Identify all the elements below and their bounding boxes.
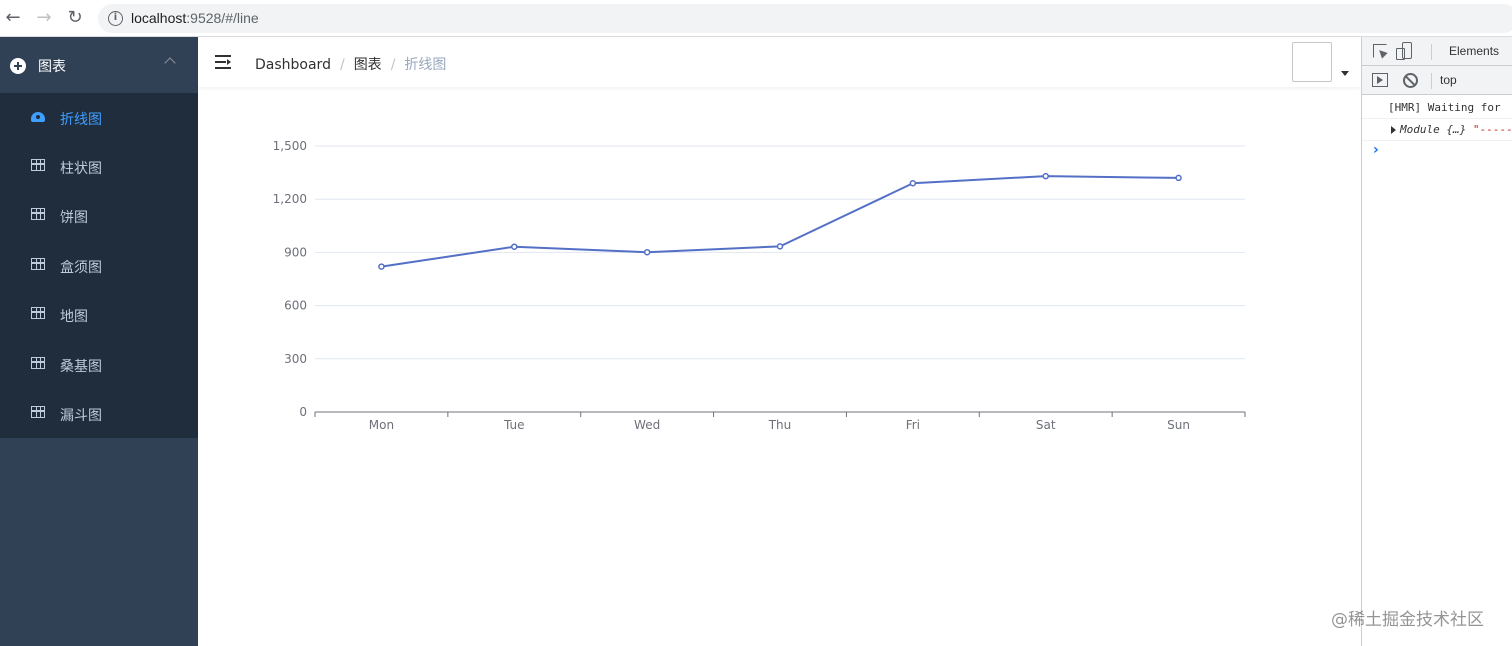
x-tick-label: Tue (503, 418, 525, 432)
table-icon (31, 307, 45, 319)
sidebar-item-funnel[interactable]: 漏斗图 (0, 389, 198, 439)
breadcrumb-item-current: 折线图 (404, 57, 447, 73)
device-toggle-icon[interactable] (1396, 42, 1412, 60)
address-bar[interactable]: i localhost:9528/#/line (98, 4, 1512, 33)
table-icon (31, 159, 45, 171)
line-chart: 0 300 600 900 1,200 1,500 Mon Tue Wed Thu Fri Sat Su… (273, 139, 1246, 432)
sidebar-item-line-chart[interactable]: 折线图 (0, 93, 198, 143)
data-point (1042, 172, 1049, 180)
sidebar-item-label: 折线图 (60, 112, 102, 128)
avatar[interactable] (1292, 42, 1332, 82)
sidebar-toggle-icon[interactable] (1372, 73, 1388, 87)
data-point (1175, 174, 1182, 182)
console-message-text: [HMR] Waiting for (1388, 101, 1501, 114)
browser-toolbar: ← → ↻ i localhost:9528/#/line (0, 0, 1512, 37)
y-tick-label: 0 (299, 405, 307, 419)
line-chart-container: 0 300 600 900 1,200 1,500 Mon Tue Wed Thu Fri Sat Su… (198, 87, 1361, 646)
chevron-up-icon (164, 57, 176, 69)
series-line (381, 175, 1179, 268)
table-icon (31, 208, 45, 220)
url-text[interactable]: localhost:9528/#/line (131, 10, 259, 26)
sidebar-item-label: 盒须图 (60, 260, 102, 276)
tab-elements[interactable]: Elements (1449, 44, 1500, 58)
data-point (511, 243, 518, 250)
console-prompt[interactable]: › (1373, 142, 1379, 158)
site-info-icon[interactable]: i (108, 11, 123, 26)
x-tick-label: Sun (1167, 418, 1190, 432)
sidebar-item-pie-chart[interactable]: 饼图 (0, 191, 198, 241)
back-arrow-icon[interactable]: ← (5, 7, 21, 28)
dashboard-icon (31, 112, 45, 122)
sidebar-item-label: 柱状图 (60, 161, 102, 177)
url-path: :9528/#/line (186, 10, 259, 26)
console-message[interactable]: Module {…} "----- (1362, 119, 1512, 141)
caret-down-icon[interactable] (1341, 71, 1349, 76)
breadcrumb: Dashboard / 图表 / 折线图 (255, 54, 446, 74)
sidebar-submenu: 折线图 柱状图 饼图 盒须图 地图 桑基图 漏斗图 (0, 93, 198, 438)
sidebar-menu-charts-label: 图表 (38, 59, 66, 75)
expand-triangle-icon[interactable] (1391, 126, 1396, 134)
data-point (776, 243, 784, 250)
data-point (378, 263, 385, 270)
data-point (643, 248, 651, 256)
console-message: [HMR] Waiting for (1362, 97, 1512, 119)
context-selector[interactable]: top (1440, 73, 1457, 87)
sidebar-item-boxplot[interactable]: 盒须图 (0, 241, 198, 291)
table-icon (31, 357, 45, 369)
sidebar-item-label: 地图 (60, 309, 88, 325)
y-tick-label: 600 (284, 299, 307, 313)
console-toolbar: top (1362, 66, 1512, 95)
console-object: Module {…} "----- (1400, 123, 1512, 136)
clear-console-icon[interactable] (1403, 73, 1418, 88)
table-icon (31, 406, 45, 418)
y-tick-label: 1,200 (273, 192, 307, 206)
hamburger-icon[interactable] (215, 55, 231, 69)
x-tick-label: Sat (1036, 418, 1056, 432)
sidebar-menu-charts[interactable]: 图表 (0, 37, 198, 93)
y-tick-label: 300 (284, 352, 307, 366)
sidebar-item-label: 漏斗图 (60, 408, 102, 424)
x-tick-label: Wed (634, 418, 660, 432)
data-point (909, 179, 917, 187)
breadcrumb-item-charts[interactable]: 图表 (353, 57, 382, 73)
sidebar-item-bar-chart[interactable]: 柱状图 (0, 142, 198, 192)
y-tick-label: 1,500 (273, 139, 307, 153)
inspect-element-icon[interactable] (1373, 44, 1387, 58)
table-icon (31, 258, 45, 270)
navbar: Dashboard / 图表 / 折线图 (198, 37, 1361, 87)
breadcrumb-separator: / (390, 57, 396, 73)
devtools-toolbar: Elements (1362, 37, 1512, 66)
y-tick-label: 900 (284, 245, 307, 259)
url-host: localhost (131, 10, 187, 26)
x-tick-label: Mon (369, 418, 394, 432)
sidebar-item-label: 桑基图 (60, 359, 102, 375)
console-string: "----- (1466, 123, 1512, 136)
sidebar: 图表 折线图 柱状图 饼图 盒须图 地图 桑基图 漏斗图 (0, 37, 198, 646)
toolbar-divider (1431, 73, 1432, 89)
sidebar-item-map[interactable]: 地图 (0, 290, 198, 340)
devtools-panel: Elements top [HMR] Waiting for Module {…… (1361, 37, 1512, 646)
sidebar-item-label: 饼图 (60, 210, 88, 226)
forward-arrow-icon[interactable]: → (36, 7, 52, 28)
plus-circle-icon (10, 58, 26, 74)
breadcrumb-separator: / (339, 57, 345, 73)
reload-icon[interactable]: ↻ (67, 7, 83, 28)
x-tick-label: Thu (768, 418, 792, 432)
sidebar-item-sankey[interactable]: 桑基图 (0, 340, 198, 390)
breadcrumb-item-dashboard[interactable]: Dashboard (255, 57, 331, 73)
watermark: @稀土掘金技术社区 (1331, 610, 1484, 630)
x-tick-label: Fri (906, 418, 920, 432)
console-object-label: Module {…} (1400, 123, 1467, 136)
toolbar-divider (1431, 44, 1432, 60)
